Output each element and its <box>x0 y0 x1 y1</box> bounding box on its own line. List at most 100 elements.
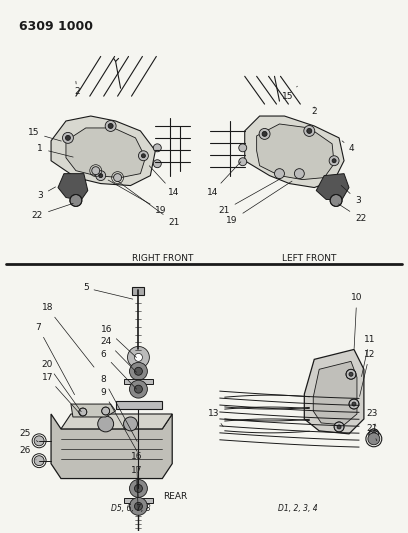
Text: 11: 11 <box>361 335 375 376</box>
Circle shape <box>129 380 147 398</box>
Bar <box>124 498 153 503</box>
Text: 12: 12 <box>359 350 375 397</box>
Circle shape <box>135 353 142 361</box>
Text: 3: 3 <box>38 187 55 200</box>
Text: 2: 2 <box>74 81 80 96</box>
Text: 17: 17 <box>131 466 142 511</box>
Text: 16: 16 <box>101 325 136 358</box>
Bar <box>133 287 144 295</box>
Circle shape <box>295 168 304 179</box>
Circle shape <box>34 456 44 466</box>
Circle shape <box>329 156 339 166</box>
Circle shape <box>142 154 145 158</box>
Text: RIGHT FRONT: RIGHT FRONT <box>132 254 193 263</box>
Circle shape <box>105 120 116 132</box>
Polygon shape <box>71 404 115 417</box>
Text: 9: 9 <box>101 387 137 451</box>
Circle shape <box>102 407 110 415</box>
Polygon shape <box>58 174 88 200</box>
Text: 21: 21 <box>366 424 377 441</box>
Circle shape <box>96 171 106 181</box>
Circle shape <box>135 385 142 393</box>
Text: 8: 8 <box>101 375 137 441</box>
Circle shape <box>70 195 82 206</box>
Text: 15: 15 <box>28 128 61 141</box>
Circle shape <box>368 433 380 445</box>
Polygon shape <box>313 361 357 425</box>
Text: 20: 20 <box>42 360 81 411</box>
Polygon shape <box>51 414 172 479</box>
Text: 21: 21 <box>118 181 180 227</box>
Circle shape <box>349 399 359 409</box>
Circle shape <box>346 369 356 379</box>
Circle shape <box>128 346 149 368</box>
Text: 13: 13 <box>208 409 223 426</box>
Text: 22: 22 <box>338 204 366 223</box>
Text: 2: 2 <box>311 107 317 116</box>
Circle shape <box>369 429 379 439</box>
Circle shape <box>372 432 376 436</box>
Circle shape <box>113 174 122 182</box>
Text: 24: 24 <box>101 337 137 372</box>
Text: 23: 23 <box>366 409 377 426</box>
Text: REAR: REAR <box>163 492 187 501</box>
Polygon shape <box>66 128 145 177</box>
Circle shape <box>332 159 336 163</box>
Polygon shape <box>51 116 155 185</box>
Circle shape <box>153 160 161 168</box>
Circle shape <box>135 484 142 492</box>
Circle shape <box>65 135 71 140</box>
Text: 22: 22 <box>32 203 73 220</box>
Text: 10: 10 <box>351 293 362 349</box>
Circle shape <box>349 372 353 376</box>
Circle shape <box>239 158 247 166</box>
Polygon shape <box>304 350 364 434</box>
Text: 6: 6 <box>101 350 137 389</box>
Text: 14: 14 <box>149 166 180 197</box>
Polygon shape <box>316 174 349 199</box>
Bar <box>124 379 153 384</box>
Text: 6309 1000: 6309 1000 <box>19 20 93 33</box>
Polygon shape <box>245 116 344 188</box>
Text: 19: 19 <box>226 181 292 225</box>
Text: 19: 19 <box>108 180 167 215</box>
Circle shape <box>129 497 147 515</box>
Circle shape <box>62 132 73 143</box>
Text: 18: 18 <box>42 303 94 367</box>
Circle shape <box>352 402 356 406</box>
Text: 26: 26 <box>20 446 36 460</box>
Circle shape <box>275 168 284 179</box>
Circle shape <box>129 362 147 380</box>
Circle shape <box>79 408 87 416</box>
Circle shape <box>239 144 247 152</box>
Circle shape <box>108 124 113 128</box>
Circle shape <box>92 167 100 175</box>
Circle shape <box>135 367 142 375</box>
Circle shape <box>129 480 147 497</box>
Text: 17: 17 <box>42 373 81 415</box>
Polygon shape <box>257 124 334 180</box>
Text: LEFT FRONT: LEFT FRONT <box>282 254 337 263</box>
Text: 5: 5 <box>83 284 133 299</box>
Circle shape <box>337 425 341 429</box>
Text: 16: 16 <box>131 452 142 498</box>
Circle shape <box>138 151 149 161</box>
Circle shape <box>135 503 142 510</box>
Circle shape <box>153 144 161 152</box>
Circle shape <box>304 125 315 136</box>
Circle shape <box>98 416 113 432</box>
Circle shape <box>307 128 312 133</box>
Circle shape <box>99 174 103 177</box>
Text: 7: 7 <box>35 323 75 394</box>
Text: 1: 1 <box>38 144 73 157</box>
Polygon shape <box>61 414 172 429</box>
Circle shape <box>262 132 267 136</box>
Circle shape <box>334 422 344 432</box>
Circle shape <box>259 128 270 139</box>
Polygon shape <box>115 401 162 409</box>
Text: 4: 4 <box>342 141 355 154</box>
Text: D5, 6, 7, 8: D5, 6, 7, 8 <box>111 504 150 513</box>
Text: 3: 3 <box>341 185 361 205</box>
Text: D1, 2, 3, 4: D1, 2, 3, 4 <box>277 504 317 513</box>
Circle shape <box>330 195 342 206</box>
